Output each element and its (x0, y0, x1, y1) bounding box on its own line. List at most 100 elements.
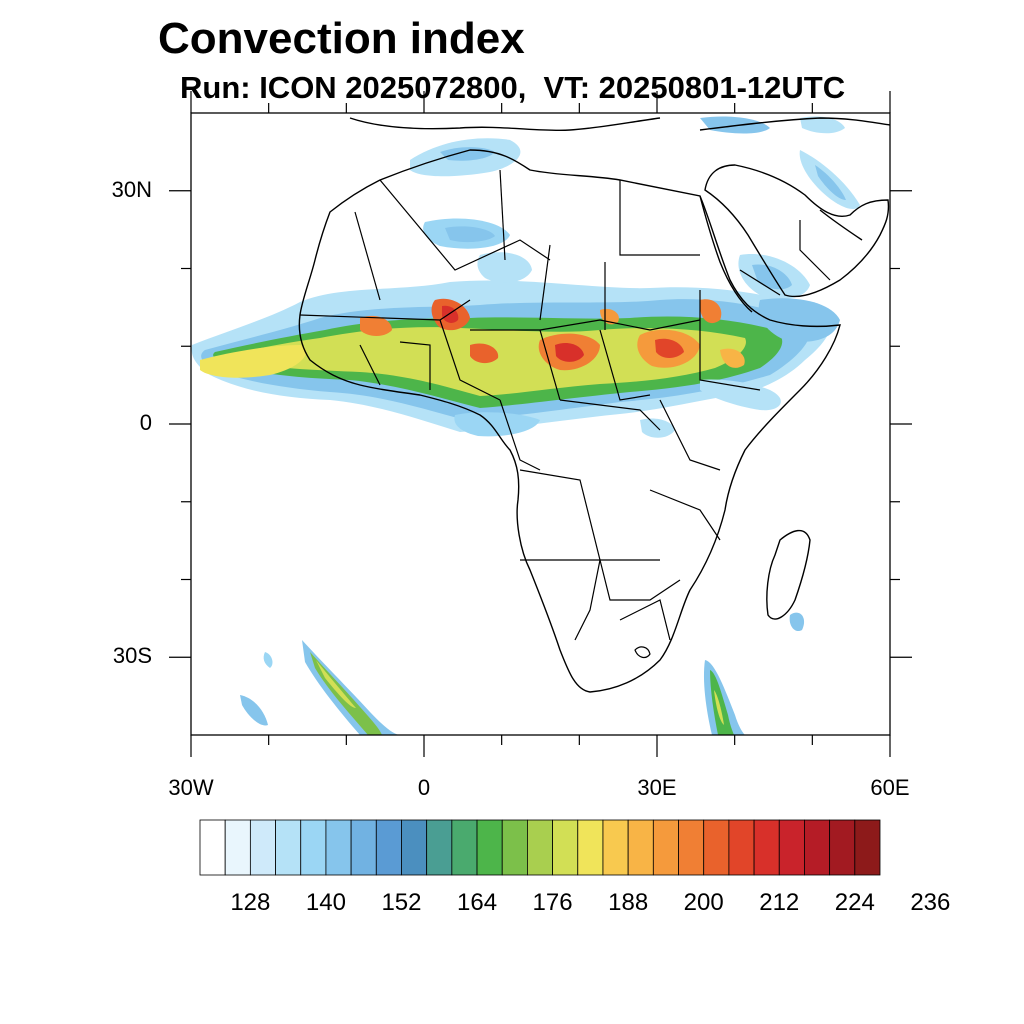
colorbar-swatch (829, 819, 856, 876)
colorbar-label: 188 (608, 889, 649, 916)
border (499, 399, 541, 471)
colorbar-swatch (476, 819, 503, 876)
colorbar-swatch (703, 819, 730, 876)
border (559, 399, 661, 431)
border (470, 319, 701, 331)
ethiopia-patch (700, 379, 781, 411)
colorbar-swatch (451, 819, 478, 876)
south-atlantic-streak-inner (310, 652, 382, 735)
y-tick-label: 0 (139, 410, 152, 435)
hotspot (470, 343, 499, 364)
congo-patch (454, 412, 540, 437)
west-atlantic-tongue (200, 345, 306, 378)
colorbar-swatch (325, 819, 352, 876)
south-atlantic-blob (263, 652, 273, 668)
border (539, 329, 561, 401)
x-tick-label: 0 (417, 775, 431, 800)
south-indian-streak-inner (710, 670, 734, 735)
colorbar-swatch (804, 819, 831, 876)
hotspot (655, 338, 684, 358)
axis-ticks (169, 91, 912, 757)
border (799, 220, 831, 281)
border (599, 329, 651, 401)
turkey-coast (699, 117, 890, 131)
north-patch (800, 116, 845, 134)
colorbar-swatch (300, 819, 327, 876)
colorbar-label: 152 (381, 889, 422, 916)
madagascar-patch (789, 612, 805, 632)
country-borders (299, 169, 831, 659)
persian-gulf (819, 209, 863, 241)
colorbar-swatch (527, 819, 553, 876)
x-tick-label: 30W (168, 775, 214, 800)
convection-field (191, 116, 860, 735)
colorbar-swatch (577, 819, 604, 876)
colorbar-label: 212 (759, 889, 800, 916)
x-tick-label: 60E (870, 775, 910, 800)
sahara-patch-inner (445, 226, 495, 243)
border (619, 180, 700, 256)
border (379, 179, 551, 271)
colorbar-swatch (249, 819, 276, 876)
south-atlantic-blob (240, 695, 268, 726)
border (519, 469, 660, 561)
hotspot (555, 343, 584, 362)
border (649, 489, 721, 541)
colorbar (199, 819, 881, 876)
border (499, 169, 506, 261)
border (619, 599, 671, 641)
colorbar-label: 164 (457, 889, 498, 916)
chart-subtitle: Run: ICON 2025072800, VT: 20250801-12UTC (180, 70, 846, 105)
border (659, 399, 721, 471)
colorbar-swatch (678, 819, 705, 876)
horn-patch (758, 298, 840, 342)
hotspot (360, 315, 392, 336)
colorbar-label: 200 (683, 889, 724, 916)
colorbar-swatch (652, 819, 679, 876)
colorbar-swatch (426, 819, 453, 876)
colorbar-label: 224 (834, 889, 875, 916)
border (359, 344, 381, 386)
hotspot (720, 348, 745, 368)
arabia-coast (704, 164, 890, 298)
south-atlantic-streak (302, 640, 400, 735)
border (539, 244, 551, 321)
border (634, 646, 651, 659)
north-patch (700, 116, 770, 134)
colorbar-swatch (375, 819, 402, 876)
middle-east-patch-inner (815, 165, 846, 200)
libya-patch (477, 252, 532, 283)
border (520, 559, 601, 641)
red-sea-coast (699, 195, 753, 313)
colorbar-swatch (778, 819, 805, 876)
colorbar-swatch (401, 819, 428, 876)
europe-coast (349, 117, 661, 132)
border (699, 290, 761, 391)
border (599, 559, 681, 601)
colorbar-swatch (350, 819, 377, 876)
x-tick-label: 30E (637, 775, 677, 800)
colorbar-swatch (602, 819, 629, 876)
colorbar-swatch (728, 819, 755, 876)
colorbar-swatch (224, 819, 251, 876)
colorbar-swatch (627, 819, 654, 876)
colorbar-swatch (854, 819, 881, 876)
colorbar-swatch (501, 819, 528, 876)
chart-title: Convection index (158, 14, 525, 63)
colorbar-label: 236 (910, 889, 951, 916)
border (439, 319, 501, 401)
colorbar-swatch (552, 819, 579, 876)
y-tick-label: 30S (112, 643, 152, 669)
colorbar-swatch (753, 819, 780, 876)
border (739, 269, 781, 296)
south-indian-streak-core (714, 690, 724, 725)
border (399, 341, 431, 390)
colorbar-label: 128 (230, 889, 271, 916)
colorbar-swatch (275, 819, 302, 876)
hotspot (699, 299, 722, 324)
y-tick-label: 30N (111, 176, 152, 202)
africa-coastline (298, 149, 841, 693)
colorbar-swatch (199, 819, 226, 876)
border (354, 211, 381, 301)
